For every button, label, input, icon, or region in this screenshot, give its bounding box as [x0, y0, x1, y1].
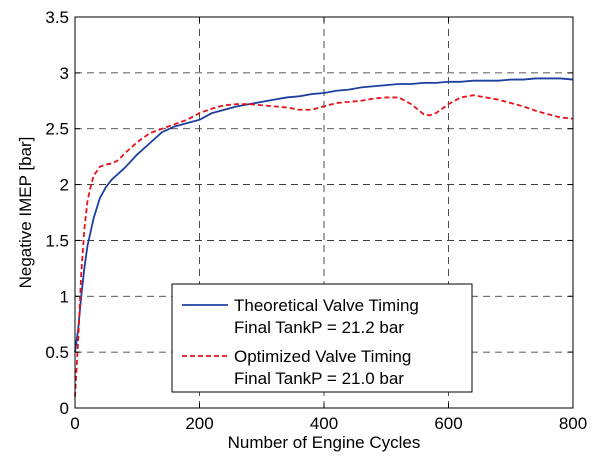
- y-tick-label: 0: [60, 399, 69, 418]
- legend-box: [171, 283, 473, 393]
- y-tick-label: 2: [60, 176, 69, 195]
- y-tick-label: 3: [60, 64, 69, 83]
- x-tick-label: 200: [185, 414, 213, 433]
- x-tick-label: 600: [434, 414, 462, 433]
- legend-label-theoretical-tankp: Final TankP = 21.2 bar: [234, 318, 404, 337]
- legend: Theoretical Valve Timing Final TankP = 2…: [171, 283, 473, 393]
- x-tick-label: 800: [559, 414, 587, 433]
- x-tick-label: 400: [310, 414, 338, 433]
- series-line-theoretical: [74, 77, 574, 353]
- legend-label-optimized-tankp: Final TankP = 21.0 bar: [234, 369, 404, 388]
- y-tick-label: 0.5: [45, 343, 69, 362]
- axis-ticks: 0 200 400 600 800 0 0.5 1 1.5 2 2.5 3 3.5: [45, 8, 587, 433]
- y-axis-label: Negative IMEP [bar]: [16, 137, 35, 289]
- series-lines: [74, 77, 574, 397]
- series-line-optimized: [74, 94, 574, 397]
- x-tick-label: 0: [70, 414, 79, 433]
- y-tick-label: 1: [60, 287, 69, 306]
- x-axis-label: Number of Engine Cycles: [228, 433, 421, 452]
- y-tick-label: 2.5: [45, 120, 69, 139]
- y-tick-label: 1.5: [45, 231, 69, 250]
- legend-label-optimized: Optimized Valve Timing: [234, 347, 411, 366]
- y-tick-label: 3.5: [45, 8, 69, 27]
- legend-label-theoretical: Theoretical Valve Timing: [234, 296, 419, 315]
